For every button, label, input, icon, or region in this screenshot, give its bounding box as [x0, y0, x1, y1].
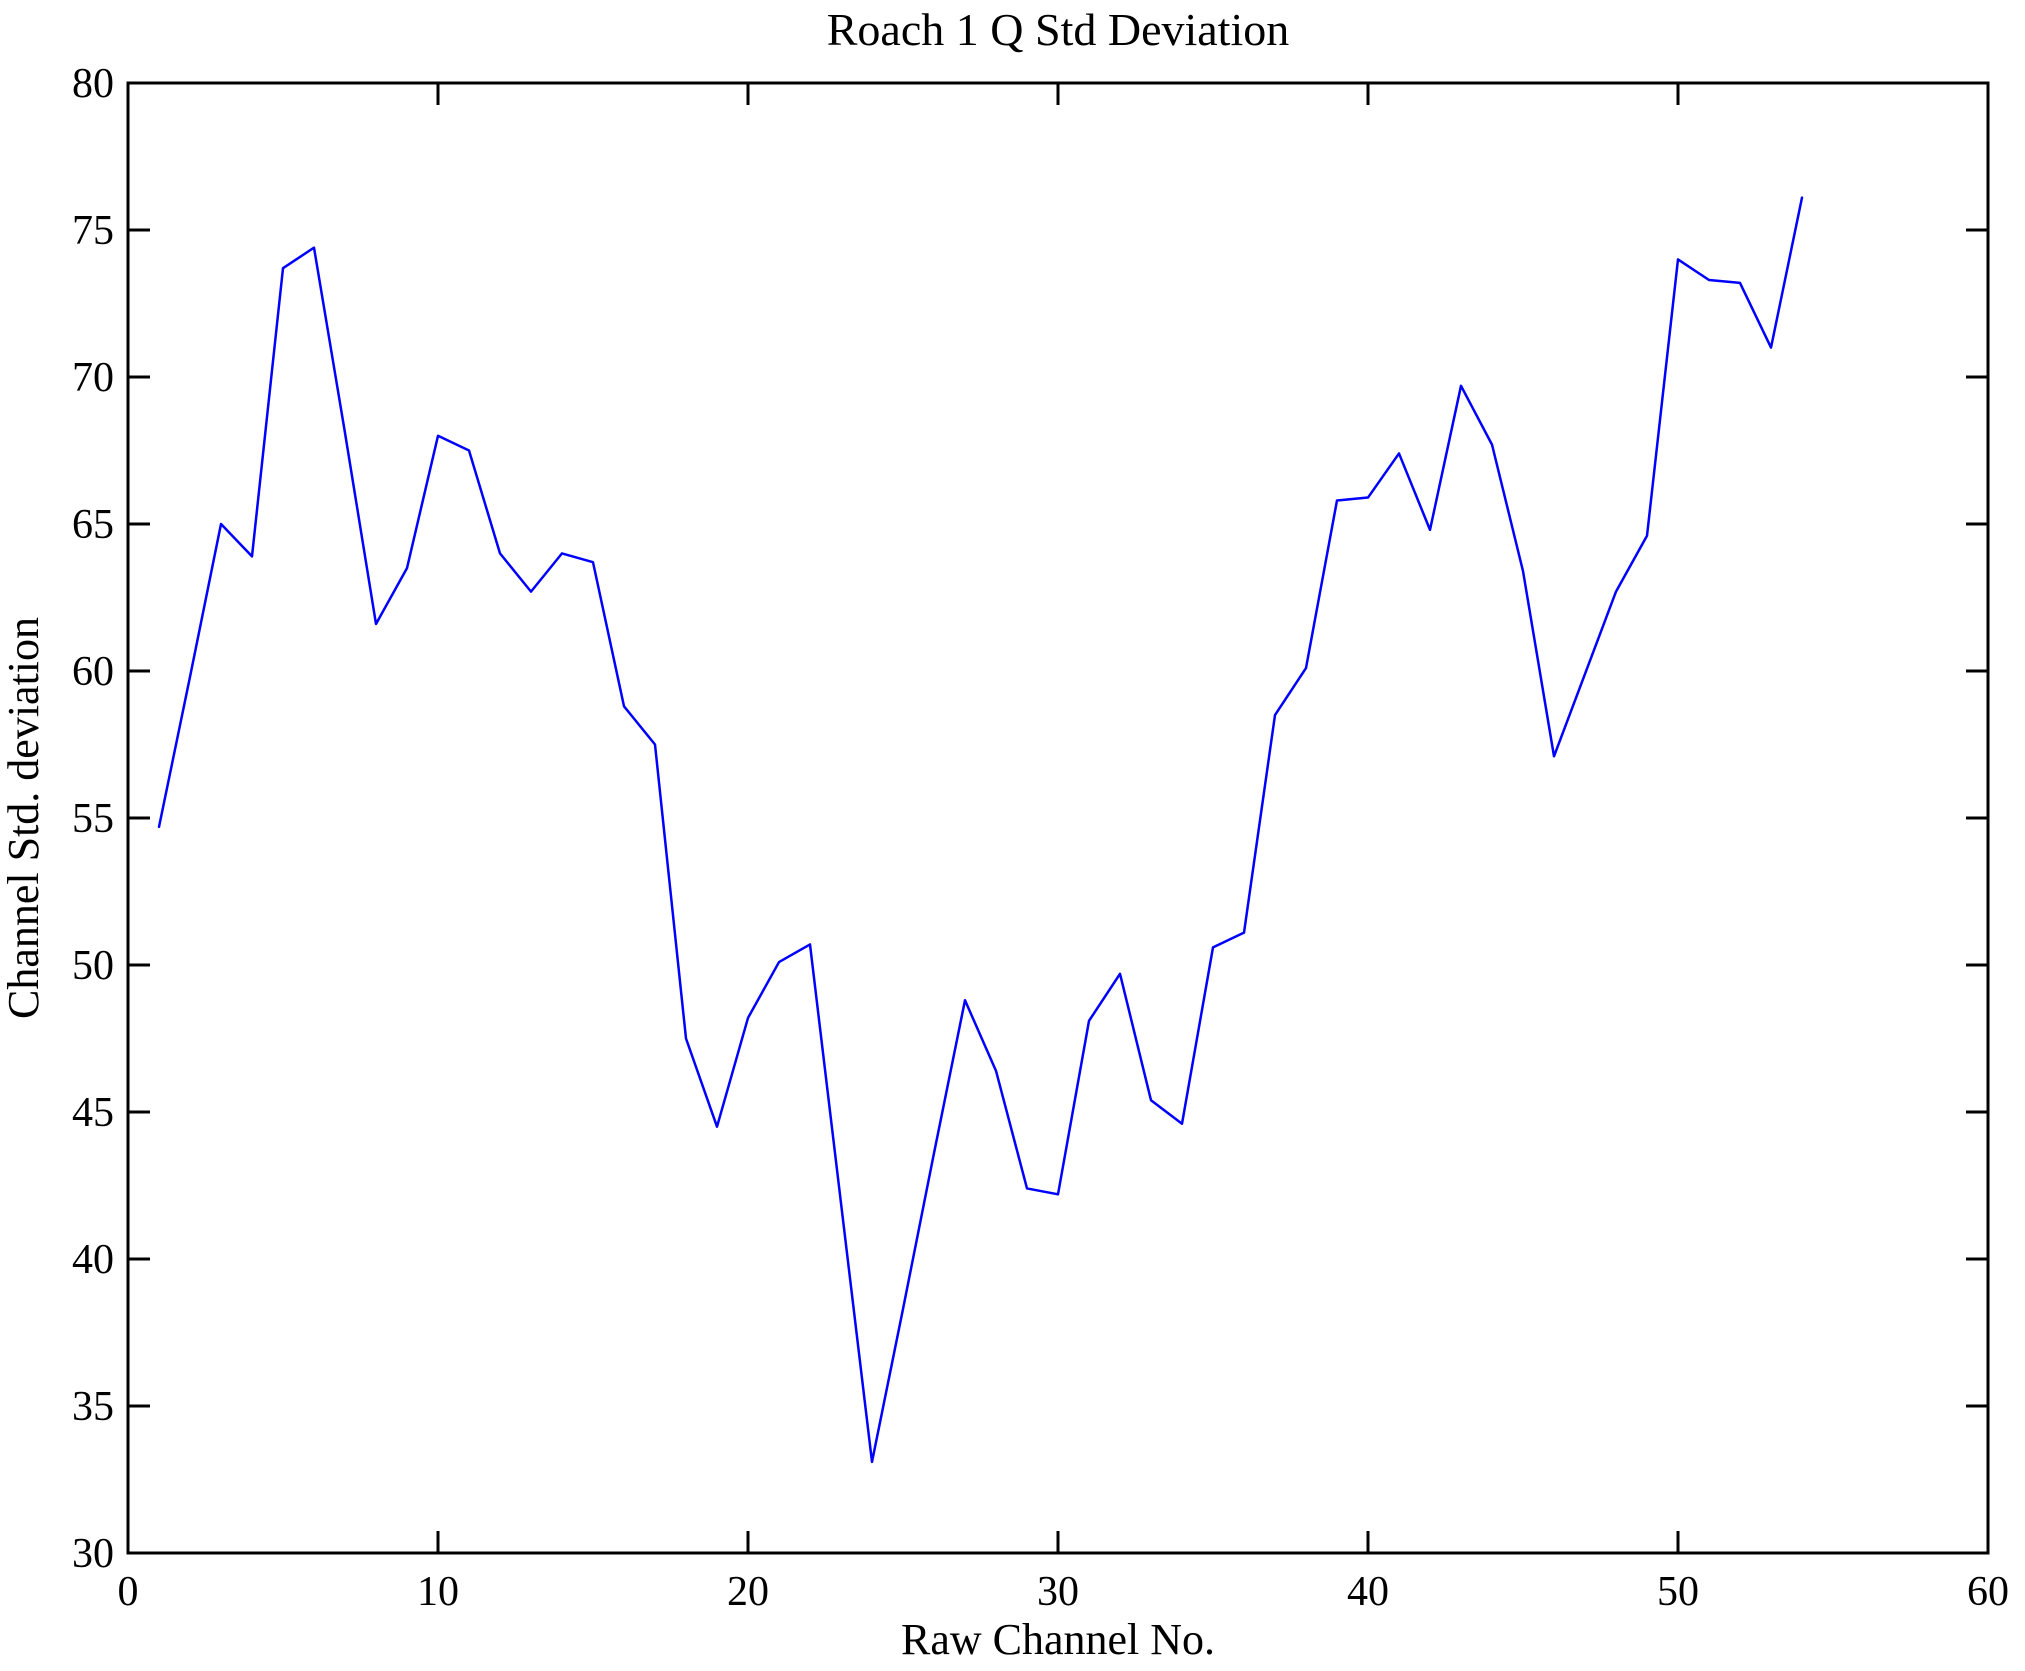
x-tick-label: 40 [1347, 1569, 1389, 1615]
y-axis-label: Channel Std. deviation [0, 617, 48, 1019]
data-series-line [157, 196, 1804, 1464]
y-tick-label: 30 [72, 1531, 114, 1577]
y-tick-label: 50 [72, 943, 114, 989]
x-tick-label: 20 [727, 1569, 769, 1615]
x-tick-label: 50 [1657, 1569, 1699, 1615]
x-tick-label: 10 [417, 1569, 459, 1615]
y-tick-label: 55 [72, 796, 114, 842]
y-tick-label: 40 [72, 1237, 114, 1283]
chart-title: Roach 1 Q Std Deviation [827, 4, 1290, 55]
y-tick-label: 75 [72, 208, 114, 254]
y-tick-label: 65 [72, 502, 114, 548]
x-axis-label: Raw Channel No. [901, 1615, 1215, 1664]
y-tick-label: 60 [72, 649, 114, 695]
y-tick-label: 80 [72, 61, 114, 107]
plot-area: 0 10 20 30 40 50 60 30 35 40 45 50 55 60 65 70 75 80 [72, 61, 2009, 1615]
x-tick-label: 0 [118, 1569, 139, 1615]
y-tick-label: 35 [72, 1384, 114, 1430]
y-tick-label: 70 [72, 355, 114, 401]
x-tick-label: 60 [1967, 1569, 2009, 1615]
x-tick-label: 30 [1037, 1569, 1079, 1615]
axes-box [126, 81, 1990, 1555]
y-tick-label: 45 [72, 1090, 114, 1136]
